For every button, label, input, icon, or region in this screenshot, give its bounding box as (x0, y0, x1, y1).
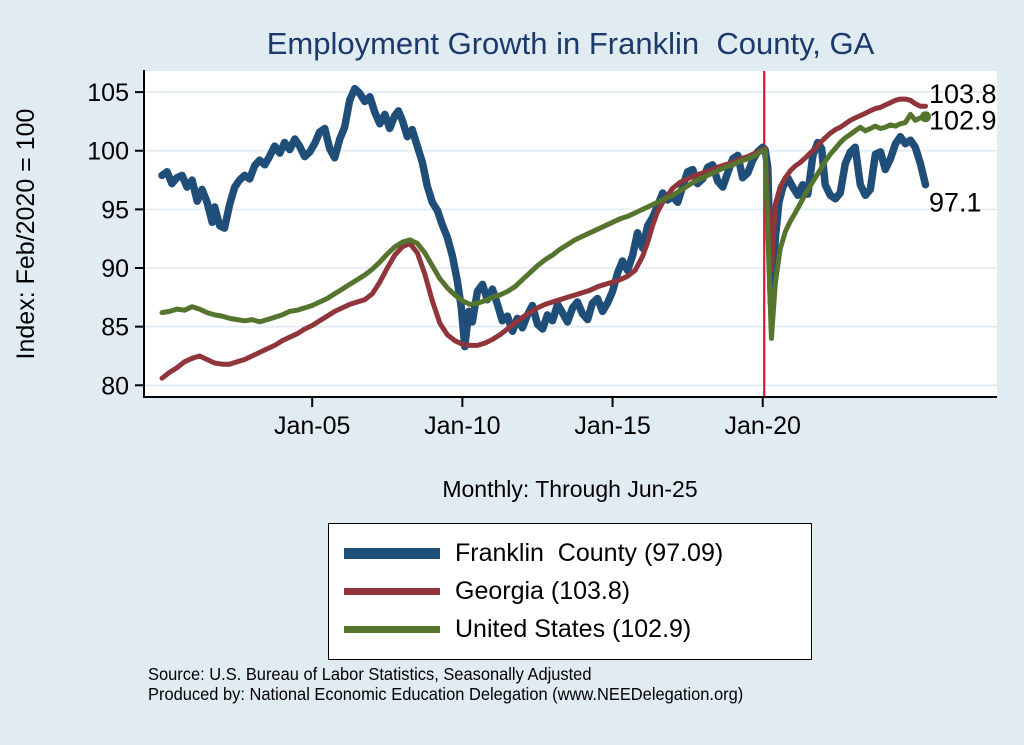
plot-area (144, 71, 997, 397)
legend: Franklin County (97.09) Georgia (103.8) Un… (328, 523, 812, 660)
y-tick-label: 90 (101, 255, 129, 283)
source-block: Source: U.S. Bureau of Labor Statistics,… (148, 664, 743, 704)
legend-swatch-franklin-county (344, 548, 440, 559)
produced-by-line: Produced by: National Economic Education… (148, 684, 744, 704)
x-tick-label: Jan-20 (724, 412, 800, 440)
x-tick-label: Jan-05 (274, 412, 350, 440)
y-tick-label: 105 (87, 79, 129, 107)
y-tick-label: 95 (101, 196, 129, 224)
legend-item-georgia: Georgia (103.8) (329, 577, 811, 606)
chart-title: Employment Growth in Franklin County, GA (266, 26, 875, 61)
tick-labels: 80 85 90 95 100 105 Jan-05 Jan-10 Jan-15 Jan-20 (87, 79, 801, 440)
legend-swatch-georgia (344, 588, 440, 595)
x-tick-label: Jan-10 (424, 412, 500, 440)
legend-item-united-states: United States (102.9) (329, 615, 811, 644)
series-lines (158, 71, 932, 397)
legend-label-georgia: Georgia (103.8) (455, 577, 631, 605)
y-tick-label: 85 (101, 314, 129, 342)
source-line: Source: U.S. Bureau of Labor Statistics,… (148, 664, 592, 684)
employment-growth-chart: 80 85 90 95 100 105 Jan-05 Jan-10 Jan-15 Jan-20 1… (12, 70, 997, 502)
legend-item-franklin-county: Franklin County (97.09) (329, 539, 811, 568)
end-label-united-states: 102.9 (929, 106, 997, 136)
x-tick-label: Jan-15 (574, 412, 650, 440)
united-states-end-marker (920, 111, 932, 123)
franklin-county-line (158, 84, 930, 351)
united-states-line (159, 111, 928, 341)
axes (135, 70, 997, 407)
legend-swatch-united-states (344, 626, 440, 633)
end-label-georgia: 103.8 (929, 79, 997, 109)
x-axis-caption: Monthly: Through Jun-25 (442, 476, 697, 502)
y-tick-label: 100 (87, 138, 129, 166)
end-label-franklin-county: 97.1 (929, 188, 982, 218)
gridlines (145, 91, 997, 387)
georgia-line (159, 96, 928, 381)
y-axis-title: Index: Feb/2020 = 100 (12, 109, 40, 360)
legend-label-franklin-county: Franklin County (97.09) (455, 539, 724, 567)
legend-label-united-states: United States (102.9) (455, 615, 692, 643)
y-tick-label: 80 (101, 372, 129, 400)
